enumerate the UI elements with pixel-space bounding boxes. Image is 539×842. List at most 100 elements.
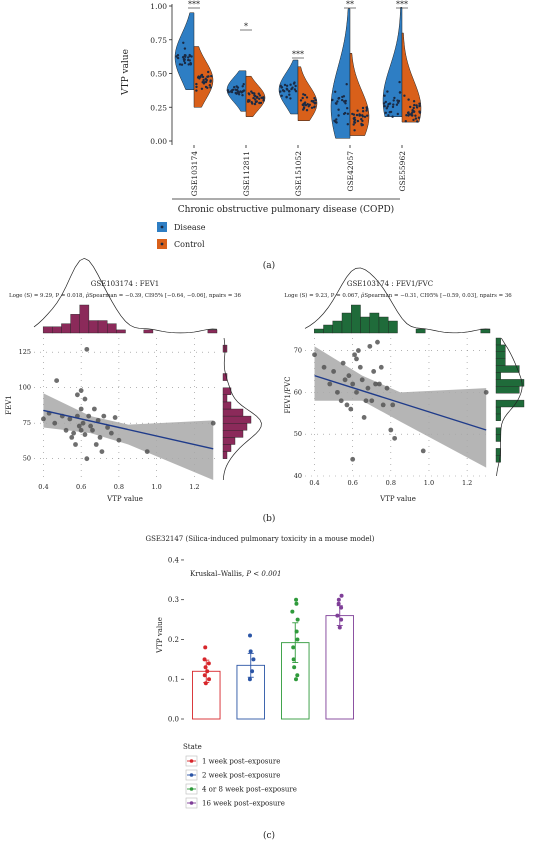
scatter-point	[88, 423, 93, 429]
disease-point	[396, 112, 399, 116]
scatter-point	[356, 348, 361, 353]
control-point	[195, 89, 198, 92]
legend-key-dot	[189, 787, 194, 791]
disease-point	[333, 119, 336, 123]
control-point	[412, 106, 415, 110]
scatter-point	[112, 415, 118, 420]
control-point	[247, 100, 251, 103]
panel-a-significance: ********* ***	[188, 0, 408, 59]
right-histogram-bar	[222, 373, 228, 381]
panel-a-ytick-label: 0.00	[150, 137, 167, 146]
control-point	[195, 85, 198, 89]
panel-c-annotation-test: Kruskal–Wallis,	[190, 570, 246, 578]
control-point	[356, 119, 360, 123]
disease-point	[176, 56, 180, 60]
scatter-point	[376, 381, 382, 387]
top-histogram-bar	[378, 316, 389, 334]
scatter-point	[312, 352, 317, 358]
control-point	[360, 118, 363, 121]
control-point	[306, 103, 309, 106]
legend-label: 1 week post–exposure	[202, 758, 280, 766]
data-point	[339, 617, 344, 622]
control-point	[312, 100, 315, 103]
control-point	[303, 93, 307, 97]
y-tick-label: 125	[19, 348, 31, 356]
legend-control-label: Control	[174, 240, 205, 249]
legend-label: 16 week post–exposure	[202, 800, 285, 808]
legend-key-dot	[189, 801, 194, 805]
disease-point	[188, 59, 191, 62]
control-point	[196, 76, 200, 79]
data-point	[250, 669, 255, 674]
control-point	[299, 99, 303, 102]
data-point	[207, 677, 212, 682]
disease-point	[280, 94, 283, 98]
x-tick-label: 0.8	[114, 483, 124, 491]
disease-point	[346, 107, 349, 110]
scatter-point	[357, 364, 363, 370]
scatter-point	[69, 435, 75, 440]
control-point	[414, 117, 418, 120]
x-tick-label: 0.8	[386, 479, 396, 487]
panel-b-left-ylabel: FEV1	[5, 395, 13, 414]
legend-key-box	[185, 783, 198, 795]
significance-label: ***	[396, 0, 408, 9]
scatter-point	[346, 373, 352, 379]
scatter-point	[321, 364, 327, 370]
panel-c-bars	[192, 593, 354, 720]
legend-disease-label: Disease	[174, 223, 206, 232]
disease-point	[235, 85, 238, 88]
disease-point	[336, 100, 339, 103]
regression-line	[314, 374, 487, 431]
control-point	[353, 121, 357, 124]
scatter-point	[41, 416, 46, 422]
right-density-curve	[496, 337, 523, 477]
panel-b-right-stats: Loge (S) = 9.23, P = 0.067, ρ̂Spearman =…	[284, 292, 512, 299]
control-point	[302, 107, 306, 110]
control-point	[353, 118, 357, 122]
top-histogram-bar	[61, 323, 71, 334]
disease-point	[176, 54, 180, 57]
scatter-point	[54, 378, 60, 383]
scatter-point	[342, 377, 348, 383]
data-point	[292, 665, 297, 670]
control-point	[361, 110, 365, 113]
control-point	[204, 85, 208, 89]
panel-c-ylabel: VTP value	[156, 617, 164, 654]
disease-point	[285, 84, 289, 88]
legend-label: 4 or 8 week post–exposure	[202, 786, 297, 794]
control-point	[314, 98, 317, 102]
control-point	[413, 103, 416, 107]
disease-point	[344, 102, 347, 105]
panel-c-axes: 0.0 0.1 0.2 0.3 0.4	[168, 556, 184, 724]
disease-point	[190, 55, 193, 58]
disease-point	[384, 100, 387, 104]
disease-point	[236, 88, 239, 92]
scatter-point	[82, 396, 88, 402]
disease-point	[346, 123, 349, 126]
right-histogram-bar	[495, 406, 501, 415]
panel-a-xtick-label: GSE112811	[242, 151, 251, 196]
disease-point	[285, 96, 288, 99]
scatter-point	[97, 435, 103, 440]
right-histogram-bar	[495, 386, 520, 394]
control-point	[408, 113, 411, 116]
disease-point	[294, 84, 297, 88]
data-point	[336, 601, 341, 606]
scatter-point	[331, 369, 337, 374]
right-histogram-bar	[495, 372, 501, 380]
disease-point	[291, 86, 294, 89]
y-tick-label: 0.3	[168, 596, 179, 604]
panel-b-caption: (b)	[263, 513, 276, 524]
disease-point	[383, 94, 386, 97]
control-point	[252, 96, 255, 100]
legend-key-dot	[189, 773, 194, 777]
disease-point	[337, 114, 340, 117]
control-point	[365, 109, 368, 112]
y-tick-label: 70	[294, 347, 302, 355]
control-point	[305, 96, 309, 99]
right-histogram-bar	[495, 365, 520, 373]
disease-point	[397, 101, 400, 104]
disease-point	[187, 56, 190, 59]
panel-a-xtick-label: GSE55962	[398, 151, 407, 192]
